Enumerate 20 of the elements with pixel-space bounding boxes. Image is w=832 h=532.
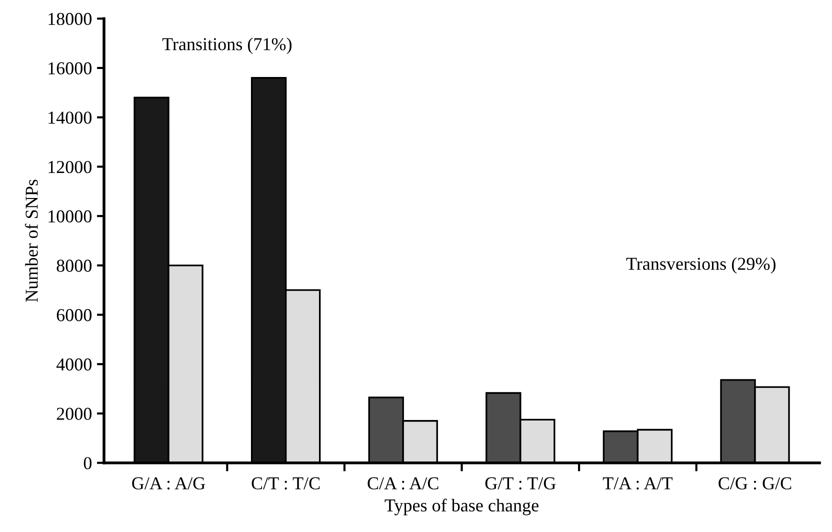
x-tick-label: T/A : A/T bbox=[602, 477, 673, 490]
x-tick-label: C/A : A/C bbox=[368, 477, 438, 490]
y-tick-label: 6000 bbox=[56, 309, 92, 322]
y-tick-label: 18000 bbox=[48, 12, 92, 26]
x-tick-label: C/G : G/C bbox=[718, 477, 792, 490]
y-tick-label: 0 bbox=[84, 457, 92, 470]
y-axis-title: Number of SNPs bbox=[24, 180, 38, 302]
x-axis-title: Types of base change bbox=[384, 498, 538, 516]
annotation: Transitions (71%) bbox=[162, 38, 292, 54]
y-tick-label: 10000 bbox=[48, 210, 92, 222]
annotation: Transversions (29%) bbox=[626, 257, 776, 274]
y-tick-label: 16000 bbox=[48, 62, 92, 74]
y-tick-label: 2000 bbox=[56, 408, 92, 420]
x-tick-label: C/T : T/C bbox=[252, 477, 320, 490]
x-tick-label: G/A : A/G bbox=[132, 477, 206, 490]
y-tick-label: 8000 bbox=[56, 260, 92, 272]
x-tick-label: G/T : T/G bbox=[485, 477, 556, 490]
y-tick-label: 12000 bbox=[48, 160, 92, 174]
y-tick-label: 4000 bbox=[56, 358, 92, 371]
y-tick-label: 14000 bbox=[48, 112, 92, 124]
